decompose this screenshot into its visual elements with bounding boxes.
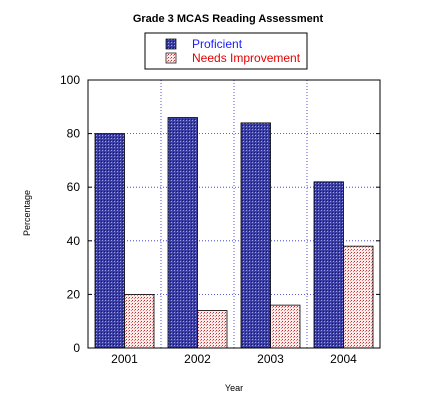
y-axis-label: Percentage bbox=[22, 190, 32, 236]
x-axis-ticks: 2001 2002 2003 2004 bbox=[111, 352, 357, 366]
y-tick-label: 80 bbox=[67, 127, 81, 141]
plot-frame bbox=[87, 79, 381, 349]
legend: Proficient Needs Improvement bbox=[144, 32, 308, 70]
x-tick-label: 2003 bbox=[257, 352, 284, 366]
legend-label-proficient: Proficient bbox=[192, 37, 243, 51]
bar-needs-improvement-2003 bbox=[270, 304, 301, 349]
x-tick-label: 2004 bbox=[330, 352, 357, 366]
x-tick-label: 2002 bbox=[184, 352, 211, 366]
bar-needs-improvement-2001 bbox=[124, 293, 155, 349]
x-axis-label: Year bbox=[225, 383, 243, 393]
y-tick-label: 100 bbox=[60, 73, 80, 87]
bar-needs-improvement-2004 bbox=[343, 245, 374, 349]
chart-title: Grade 3 MCAS Reading Assessment bbox=[133, 13, 324, 25]
legend-label-needs-improvement: Needs Improvement bbox=[192, 51, 301, 65]
bar-proficient-2004 bbox=[313, 181, 344, 349]
x-tick-label: 2001 bbox=[111, 352, 138, 366]
bar-proficient-2003 bbox=[240, 122, 271, 349]
bars bbox=[94, 117, 374, 349]
y-tick-label: 0 bbox=[73, 341, 80, 355]
bar-proficient-2001 bbox=[94, 133, 125, 349]
y-axis-ticks: 0 20 40 60 80 100 bbox=[60, 73, 380, 355]
legend-swatch-proficient bbox=[165, 38, 177, 50]
legend-swatch-needs-improvement bbox=[165, 52, 177, 64]
bar-proficient-2002 bbox=[167, 117, 198, 349]
y-tick-label: 60 bbox=[67, 180, 81, 194]
bar-needs-improvement-2002 bbox=[197, 310, 228, 349]
y-tick-label: 20 bbox=[67, 287, 81, 301]
y-tick-label: 40 bbox=[67, 234, 81, 248]
